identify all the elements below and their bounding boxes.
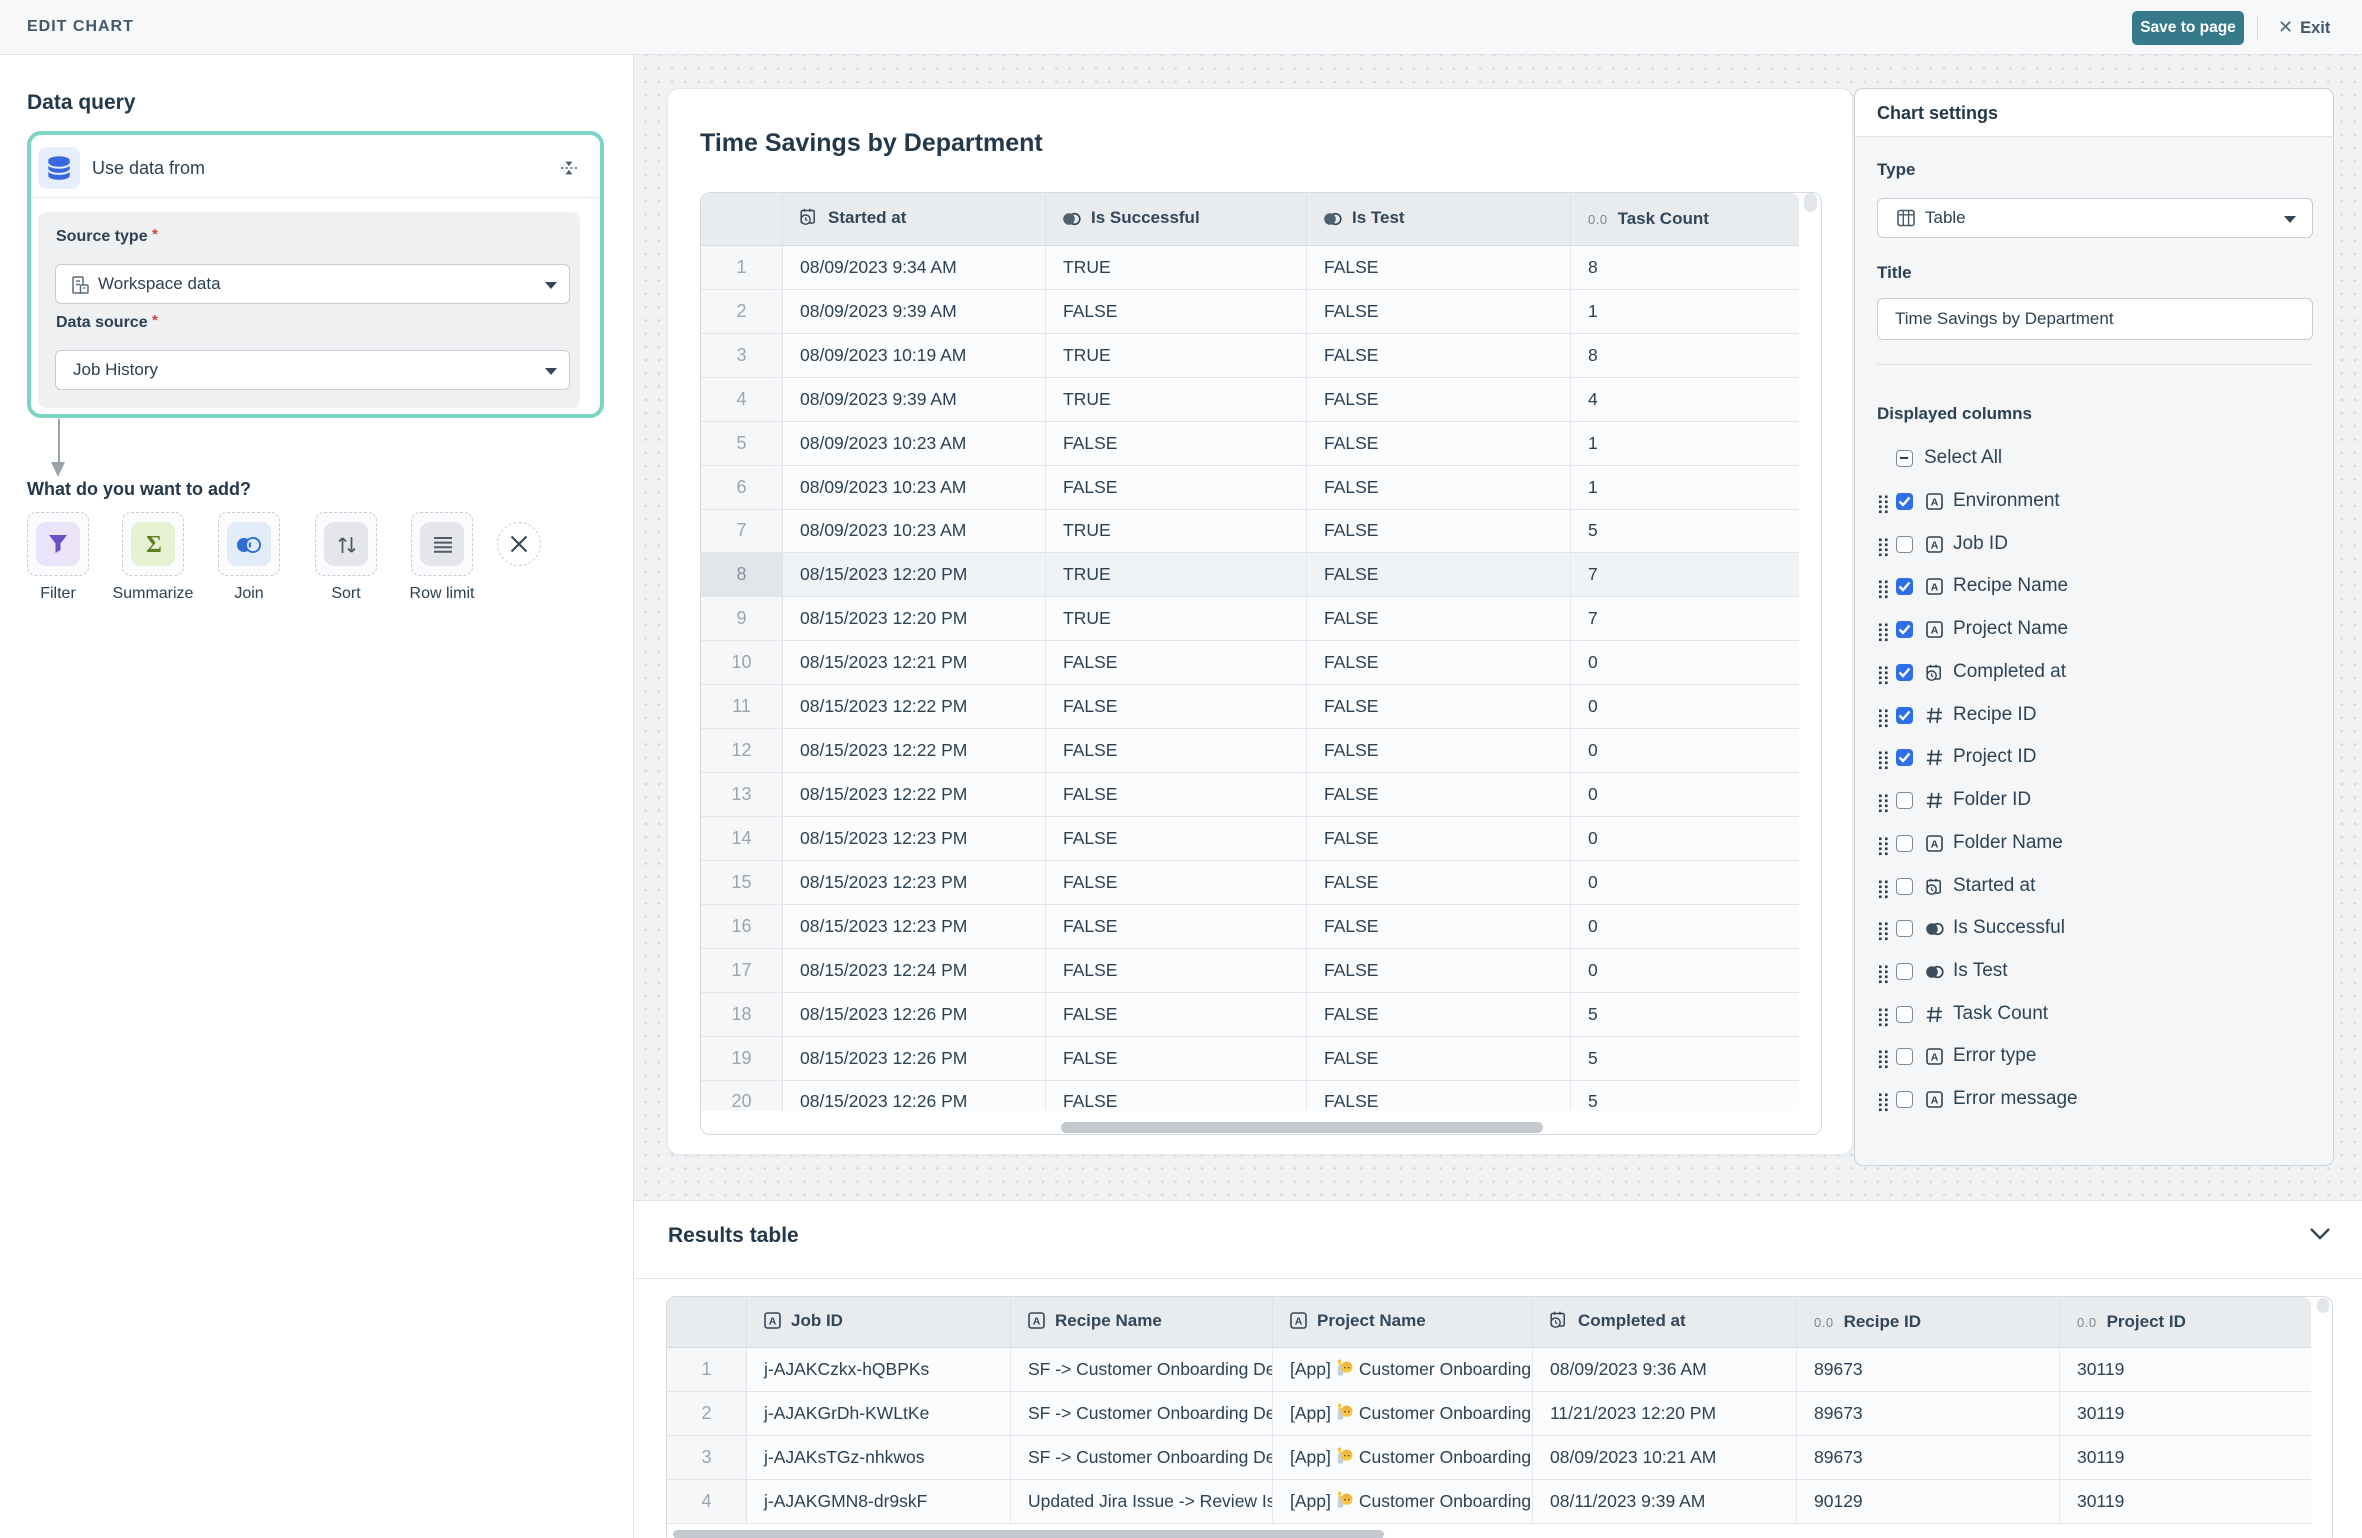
svg-text:A: A: [1931, 497, 1939, 509]
svg-text:A: A: [1033, 1315, 1041, 1327]
svg-text:A: A: [1931, 1095, 1939, 1107]
svg-text:A: A: [1931, 582, 1939, 594]
svg-text:A: A: [1931, 539, 1939, 551]
svg-text:A: A: [769, 1315, 777, 1327]
svg-text:A: A: [1295, 1315, 1303, 1327]
svg-text:A: A: [1931, 838, 1939, 850]
svg-text:A: A: [1931, 625, 1939, 637]
svg-text:A: A: [1931, 1052, 1939, 1064]
svg-text:Σ: Σ: [146, 532, 162, 557]
